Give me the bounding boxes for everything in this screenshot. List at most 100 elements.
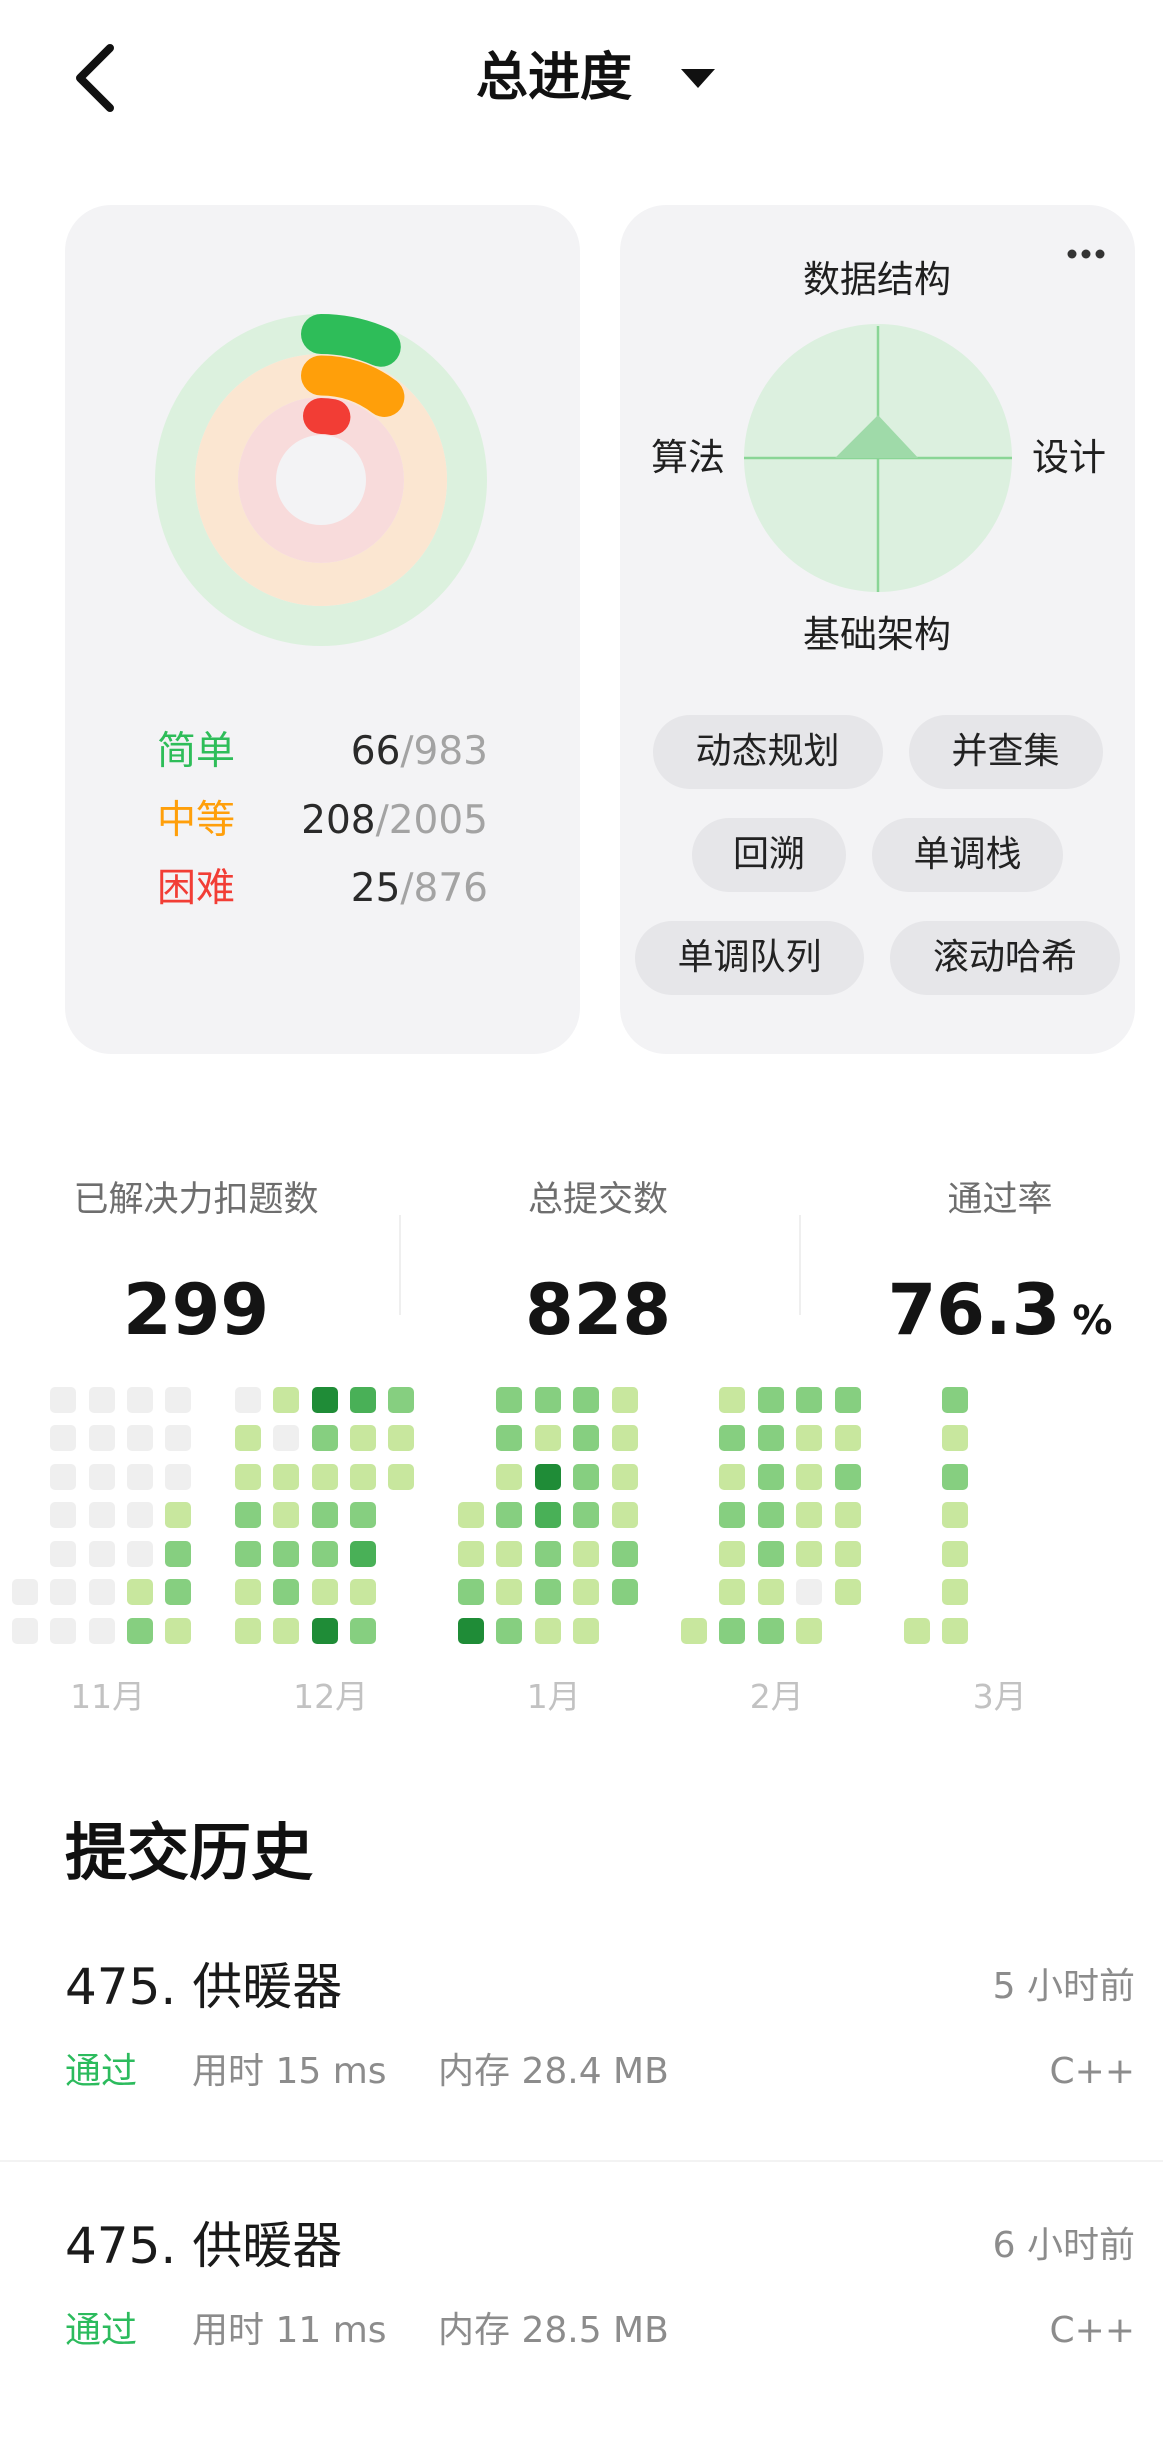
heatmap-cell[interactable] (50, 1540, 77, 1567)
heatmap-cell[interactable] (611, 1425, 638, 1452)
heatmap-cell[interactable] (234, 1579, 261, 1606)
heatmap-cell[interactable] (719, 1463, 746, 1490)
heatmap-cell[interactable] (311, 1463, 338, 1490)
heatmap-cell[interactable] (834, 1502, 861, 1529)
heatmap-cell[interactable] (757, 1540, 784, 1567)
heatmap-cell[interactable] (796, 1502, 823, 1529)
heatmap-cell[interactable] (88, 1579, 115, 1606)
heatmap-cell[interactable] (50, 1425, 77, 1452)
heatmap-cell[interactable] (234, 1617, 261, 1644)
heatmap-cell[interactable] (903, 1617, 930, 1644)
heatmap-cell[interactable] (534, 1617, 561, 1644)
heatmap-cell[interactable] (680, 1617, 707, 1644)
heatmap-cell[interactable] (457, 1502, 484, 1529)
skill-tag[interactable]: 动态规划 (652, 715, 883, 789)
heatmap-cell[interactable] (757, 1502, 784, 1529)
heatmap-cell[interactable] (388, 1425, 415, 1452)
heatmap-cell[interactable] (273, 1540, 300, 1567)
heatmap-cell[interactable] (796, 1579, 823, 1606)
heatmap-cell[interactable] (311, 1579, 338, 1606)
heatmap-cell[interactable] (573, 1502, 600, 1529)
heatmap-cell[interactable] (88, 1425, 115, 1452)
heatmap-cell[interactable] (834, 1540, 861, 1567)
heatmap-cell[interactable] (311, 1502, 338, 1529)
heatmap-cell[interactable] (573, 1579, 600, 1606)
heatmap-cell[interactable] (350, 1617, 376, 1644)
heatmap-cell[interactable] (611, 1387, 638, 1413)
heatmap-cell[interactable] (311, 1540, 338, 1567)
heatmap-cell[interactable] (719, 1617, 746, 1644)
heatmap-cell[interactable] (165, 1425, 192, 1452)
skill-tag[interactable]: 并查集 (908, 715, 1103, 789)
heatmap-cell[interactable] (942, 1463, 969, 1490)
heatmap-cell[interactable] (942, 1387, 969, 1413)
heatmap-cell[interactable] (88, 1540, 115, 1567)
heatmap-cell[interactable] (311, 1617, 338, 1644)
heatmap-cell[interactable] (834, 1425, 861, 1452)
heatmap-cell[interactable] (534, 1540, 561, 1567)
heatmap-cell[interactable] (834, 1579, 861, 1606)
heatmap-cell[interactable] (534, 1579, 561, 1606)
heatmap-cell[interactable] (50, 1502, 77, 1529)
heatmap-cell[interactable] (757, 1617, 784, 1644)
heatmap-cell[interactable] (796, 1463, 823, 1490)
heatmap-cell[interactable] (942, 1579, 969, 1606)
heatmap-cell[interactable] (126, 1617, 153, 1644)
heatmap-cell[interactable] (496, 1463, 523, 1490)
heatmap-cell[interactable] (50, 1617, 77, 1644)
heatmap-cell[interactable] (611, 1579, 638, 1606)
heatmap-cell[interactable] (88, 1463, 115, 1490)
heatmap-cell[interactable] (88, 1502, 115, 1529)
heatmap-cell[interactable] (719, 1540, 746, 1567)
heatmap-cell[interactable] (611, 1502, 638, 1529)
heatmap-cell[interactable] (350, 1463, 376, 1490)
heatmap-cell[interactable] (942, 1502, 969, 1529)
heatmap-cell[interactable] (534, 1502, 561, 1529)
heatmap-cell[interactable] (273, 1502, 300, 1529)
heatmap-cell[interactable] (534, 1425, 561, 1452)
heatmap-cell[interactable] (757, 1387, 784, 1413)
heatmap-cell[interactable] (496, 1387, 523, 1413)
heatmap-cell[interactable] (165, 1502, 192, 1529)
heatmap-cell[interactable] (534, 1387, 561, 1413)
heatmap-cell[interactable] (719, 1502, 746, 1529)
heatmap-cell[interactable] (273, 1387, 300, 1413)
heatmap-cell[interactable] (234, 1540, 261, 1567)
heatmap-cell[interactable] (350, 1540, 376, 1567)
heatmap-cell[interactable] (126, 1387, 153, 1413)
heatmap-cell[interactable] (496, 1425, 523, 1452)
heatmap-cell[interactable] (50, 1463, 77, 1490)
heatmap-cell[interactable] (234, 1502, 261, 1529)
heatmap-cell[interactable] (457, 1617, 484, 1644)
heatmap-cell[interactable] (350, 1387, 376, 1413)
heatmap-cell[interactable] (757, 1463, 784, 1490)
heatmap-cell[interactable] (719, 1387, 746, 1413)
heatmap-cell[interactable] (273, 1579, 300, 1606)
heatmap-cell[interactable] (573, 1540, 600, 1567)
heatmap-cell[interactable] (126, 1463, 153, 1490)
heatmap-cell[interactable] (573, 1617, 600, 1644)
heatmap-cell[interactable] (50, 1579, 77, 1606)
skill-tag[interactable]: 回溯 (692, 818, 846, 892)
title-dropdown[interactable]: 总进度 (440, 40, 740, 116)
heatmap-cell[interactable] (534, 1463, 561, 1490)
heatmap-cell[interactable] (457, 1540, 484, 1567)
heatmap-cell[interactable] (719, 1425, 746, 1452)
heatmap-cell[interactable] (273, 1463, 300, 1490)
heatmap-cell[interactable] (165, 1387, 192, 1413)
heatmap-cell[interactable] (165, 1463, 192, 1490)
submission-item[interactable]: 475. 供暖器 5 小时前 通过 用时 15 ms 内存 28.4 MB C+… (0, 1940, 1163, 2120)
heatmap-cell[interactable] (496, 1502, 523, 1529)
heatmap-cell[interactable] (11, 1617, 38, 1644)
submission-item[interactable]: 475. 供暖器 6 小时前 通过 用时 11 ms 内存 28.5 MB C+… (0, 2199, 1163, 2379)
heatmap-cell[interactable] (88, 1387, 115, 1413)
heatmap-cell[interactable] (273, 1617, 300, 1644)
heatmap-cell[interactable] (573, 1463, 600, 1490)
heatmap-cell[interactable] (942, 1617, 969, 1644)
heatmap-cell[interactable] (496, 1579, 523, 1606)
difficulty-progress-card[interactable]: 简单 66/983 中等 208/2005 困难 25/876 (65, 205, 580, 1054)
heatmap-cell[interactable] (165, 1617, 192, 1644)
heatmap-cell[interactable] (388, 1387, 415, 1413)
heatmap-cell[interactable] (719, 1579, 746, 1606)
heatmap-cell[interactable] (234, 1387, 261, 1413)
